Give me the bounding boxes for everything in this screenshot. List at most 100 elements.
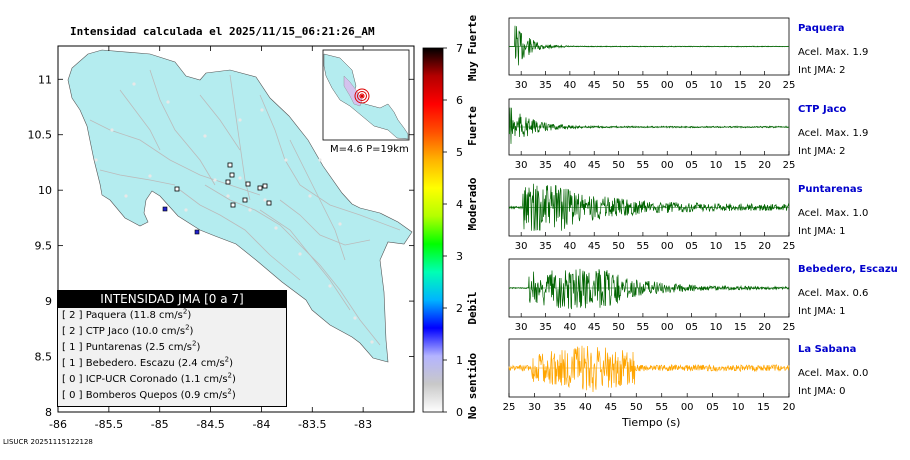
time-tick-label: 15 bbox=[734, 80, 747, 91]
legend-level: [ 1 ] bbox=[62, 358, 83, 369]
lon-tick-label: -84 bbox=[252, 418, 270, 431]
station-name: Paquera bbox=[798, 23, 845, 34]
time-tick-label: 25 bbox=[783, 80, 796, 91]
x-axis-label: Tiempo (s) bbox=[622, 416, 681, 429]
legend-station-name: ICP-UCR Coronado bbox=[85, 374, 178, 385]
legend-station-name: CTP Jaco bbox=[85, 326, 129, 337]
scale-tick-label: 5 bbox=[456, 146, 463, 159]
epicenter-icon bbox=[354, 88, 370, 104]
intensity-category-label: Debil bbox=[466, 291, 479, 324]
legend-acceleration: (1.1 cm/s bbox=[180, 374, 228, 385]
time-tick-label: 40 bbox=[564, 160, 577, 171]
seismogram-panel: 30 35 40 45 50 55 00 05 10 15 20 25 bbox=[508, 178, 796, 252]
legend-close-paren: ) bbox=[232, 374, 236, 385]
scale-tick-label: 0 bbox=[456, 406, 463, 419]
time-tick-label: 20 bbox=[758, 322, 771, 333]
seismogram-panel: 30 35 40 45 50 55 00 05 10 15 20 25 bbox=[508, 98, 796, 171]
time-tick-label: 25 bbox=[783, 241, 796, 252]
time-tick-label: 25 bbox=[783, 160, 796, 171]
time-tick-label: 45 bbox=[588, 241, 601, 252]
lat-tick-label: 8.5 bbox=[35, 351, 53, 364]
legend-station-name: Bomberos Quepos bbox=[85, 390, 178, 401]
scale-tick-label: 4 bbox=[456, 198, 463, 211]
waveform-trace bbox=[509, 25, 790, 66]
legend-level: [ 2 ] bbox=[62, 310, 83, 321]
legend-close-paren: ) bbox=[196, 342, 201, 353]
time-tick-label: 55 bbox=[637, 80, 650, 91]
legend-station-name: Paquera bbox=[85, 310, 127, 321]
time-tick-label: 00 bbox=[661, 241, 674, 252]
time-tick-label: 40 bbox=[564, 80, 577, 91]
time-tick-label: 15 bbox=[734, 241, 747, 252]
lat-tick-label: 9 bbox=[45, 295, 52, 308]
legend-item: [ 1 ] Bebedero. Escazu (2.4 cm/s2) bbox=[58, 356, 286, 372]
time-tick-label: 30 bbox=[515, 80, 528, 91]
time-tick-label: 50 bbox=[612, 80, 625, 91]
time-tick-label: 50 bbox=[612, 160, 625, 171]
time-tick-label: 50 bbox=[630, 402, 643, 413]
time-tick-label: 45 bbox=[588, 160, 601, 171]
seismogram-panel: 30 35 40 45 50 55 00 05 10 15 20 25 bbox=[508, 258, 795, 333]
jma-intensity: Int JMA: 2 bbox=[798, 65, 846, 76]
legend-acceleration: (11.8 cm/s bbox=[129, 310, 183, 321]
location-inset bbox=[322, 49, 410, 141]
station-name: La Sabana bbox=[798, 344, 857, 355]
time-tick-label: 50 bbox=[612, 241, 625, 252]
legend-acceleration: (2.5 cm/s bbox=[145, 342, 193, 353]
legend-unit-exponent: 2 bbox=[185, 323, 190, 332]
legend-item: [ 2 ] CTP Jaco (10.0 cm/s2) bbox=[58, 324, 286, 340]
time-tick-label: 40 bbox=[564, 322, 577, 333]
time-tick-label: 40 bbox=[579, 402, 592, 413]
waveform-trace bbox=[508, 107, 790, 144]
time-tick-label: 55 bbox=[637, 241, 650, 252]
legend-close-paren: ) bbox=[189, 326, 194, 337]
legend-item: [ 0 ] ICP-UCR Coronado (1.1 cm/s2) bbox=[58, 372, 286, 388]
time-tick-label: 10 bbox=[710, 322, 723, 333]
time-tick-label: 15 bbox=[734, 160, 747, 171]
time-tick-label: 20 bbox=[758, 241, 771, 252]
time-tick-label: 30 bbox=[515, 241, 528, 252]
jma-intensity: Int JMA: 1 bbox=[798, 306, 846, 317]
time-tick-label: 40 bbox=[564, 241, 577, 252]
time-tick-label: 05 bbox=[685, 160, 698, 171]
intensity-category-label: Moderado bbox=[466, 177, 479, 230]
time-tick-label: 20 bbox=[783, 402, 796, 413]
time-tick-label: 00 bbox=[661, 322, 674, 333]
legend-station-name: Puntarenas bbox=[85, 342, 143, 353]
time-tick-label: 45 bbox=[588, 80, 601, 91]
time-tick-label: 10 bbox=[710, 241, 723, 252]
time-tick-label: 25 bbox=[503, 402, 516, 413]
lat-tick-label: 8 bbox=[45, 406, 52, 419]
scale-tick-label: 1 bbox=[456, 354, 463, 367]
time-tick-label: 35 bbox=[539, 241, 552, 252]
lon-tick-label: -84.5 bbox=[196, 418, 224, 431]
time-tick-label: 20 bbox=[758, 80, 771, 91]
time-tick-label: 00 bbox=[661, 80, 674, 91]
scale-tick-label: 6 bbox=[456, 94, 463, 107]
time-tick-label: 15 bbox=[734, 322, 747, 333]
time-tick-label: 00 bbox=[681, 402, 694, 413]
time-tick-label: 10 bbox=[710, 80, 723, 91]
legend-close-paren: ) bbox=[229, 358, 234, 369]
legend-close-paren: ) bbox=[231, 390, 236, 401]
time-tick-label: 35 bbox=[539, 160, 552, 171]
time-tick-label: 05 bbox=[706, 402, 719, 413]
intensity-category-label: Fuerte bbox=[466, 106, 479, 146]
station-markers bbox=[162, 162, 272, 235]
time-tick-label: 00 bbox=[661, 160, 674, 171]
waveform-trace bbox=[508, 183, 790, 231]
time-tick-label: 10 bbox=[710, 160, 723, 171]
scale-tick-label: 7 bbox=[456, 42, 463, 55]
lon-tick-label: -85 bbox=[151, 418, 169, 431]
town-markers bbox=[94, 82, 374, 344]
seismogram-panel: 25 30 35 40 45 50 55 00 05 10 15 20 bbox=[503, 338, 796, 413]
time-tick-label: 50 bbox=[612, 322, 625, 333]
lat-tick-label: 10 bbox=[38, 184, 52, 197]
time-tick-label: 45 bbox=[604, 402, 617, 413]
lon-tick-label: -83.5 bbox=[298, 418, 326, 431]
time-tick-label: 30 bbox=[528, 402, 541, 413]
time-tick-label: 55 bbox=[655, 402, 668, 413]
legend-unit-exponent: 2 bbox=[192, 339, 197, 348]
jma-intensity: Int JMA: 0 bbox=[798, 386, 846, 397]
